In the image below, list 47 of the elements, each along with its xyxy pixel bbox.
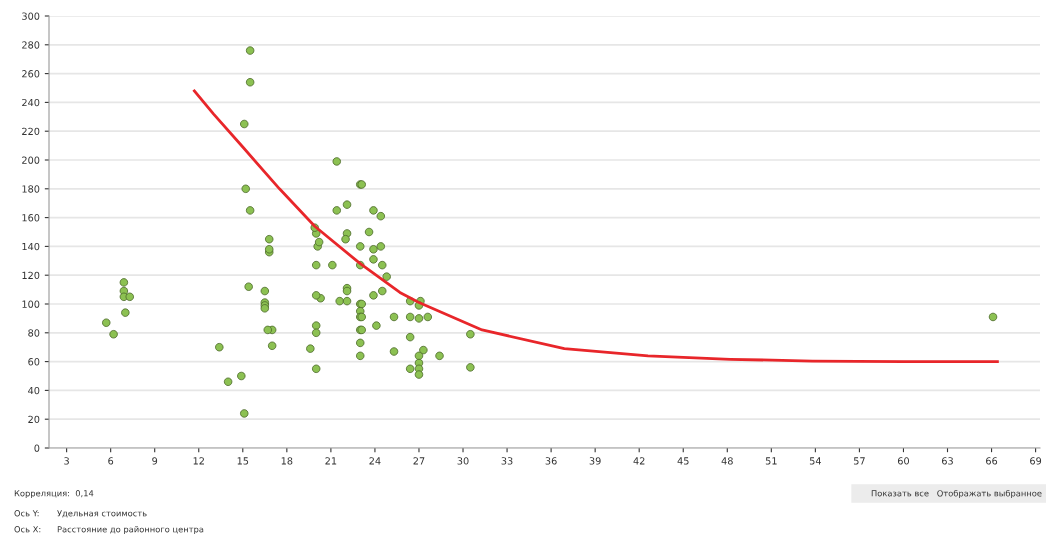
y-tick-label: 120 (22, 271, 40, 280)
x-tick-label: 39 (589, 457, 601, 465)
text: Показать все (871, 490, 929, 497)
x-tick-label: 36 (545, 457, 557, 465)
x-tick-label: 18 (281, 457, 293, 465)
y-tick-label: 220 (22, 127, 40, 136)
y-tick-label: 240 (22, 98, 40, 107)
y-tick-label: 160 (22, 214, 40, 222)
line-series (192, 89, 999, 363)
y-tick-label: 180 (22, 185, 40, 193)
y-tick-label: 140 (22, 242, 40, 251)
x-tick-label: 48 (721, 457, 733, 465)
y-tick-label: 300 (22, 12, 40, 20)
x-tick-label: 33 (501, 457, 513, 465)
x-tick-label: 9 (152, 457, 158, 465)
y-tick-label: 100 (22, 300, 40, 308)
x-tick-label: 45 (677, 457, 689, 465)
x-tick-label: 42 (633, 457, 645, 465)
y-tick-label: 60 (28, 358, 40, 366)
x-tick-label: 21 (325, 457, 337, 465)
x-tick-label: 12 (193, 457, 204, 465)
x-tick-label: 15 (237, 457, 249, 465)
text: Отображать выбранное (937, 489, 1042, 499)
y-tick-label: 0 (34, 444, 40, 452)
text: Ось Y: (14, 510, 39, 517)
text: Удельная стоимость (57, 510, 147, 518)
x-tick-label: 27 (413, 457, 425, 465)
x-tick-label: 51 (765, 457, 777, 465)
text: Корреляция: 0,14 (14, 490, 94, 499)
x-tick-label: 30 (457, 457, 469, 465)
y-tick-label: 80 (28, 329, 40, 337)
y-tick-label: 200 (22, 156, 40, 164)
text: Расстояние до районного центра (57, 526, 204, 535)
x-tick-label: 66 (986, 457, 998, 465)
x-tick-label: 6 (108, 457, 114, 465)
x-tick-label: 3 (64, 457, 69, 465)
y-tick-label: 40 (28, 386, 40, 395)
text: Ось X: (14, 526, 41, 533)
x-tick-label: 57 (853, 457, 865, 465)
y-tick-label: 20 (28, 415, 40, 424)
x-tick-label: 60 (897, 457, 909, 465)
y-tick-label: 280 (22, 41, 40, 49)
x-tick-label: 69 (1030, 457, 1042, 465)
x-tick-label: 63 (942, 457, 953, 465)
x-tick-label: 54 (809, 457, 822, 465)
y-tick-label: 260 (22, 70, 40, 78)
x-tick-label: 24 (369, 457, 381, 465)
